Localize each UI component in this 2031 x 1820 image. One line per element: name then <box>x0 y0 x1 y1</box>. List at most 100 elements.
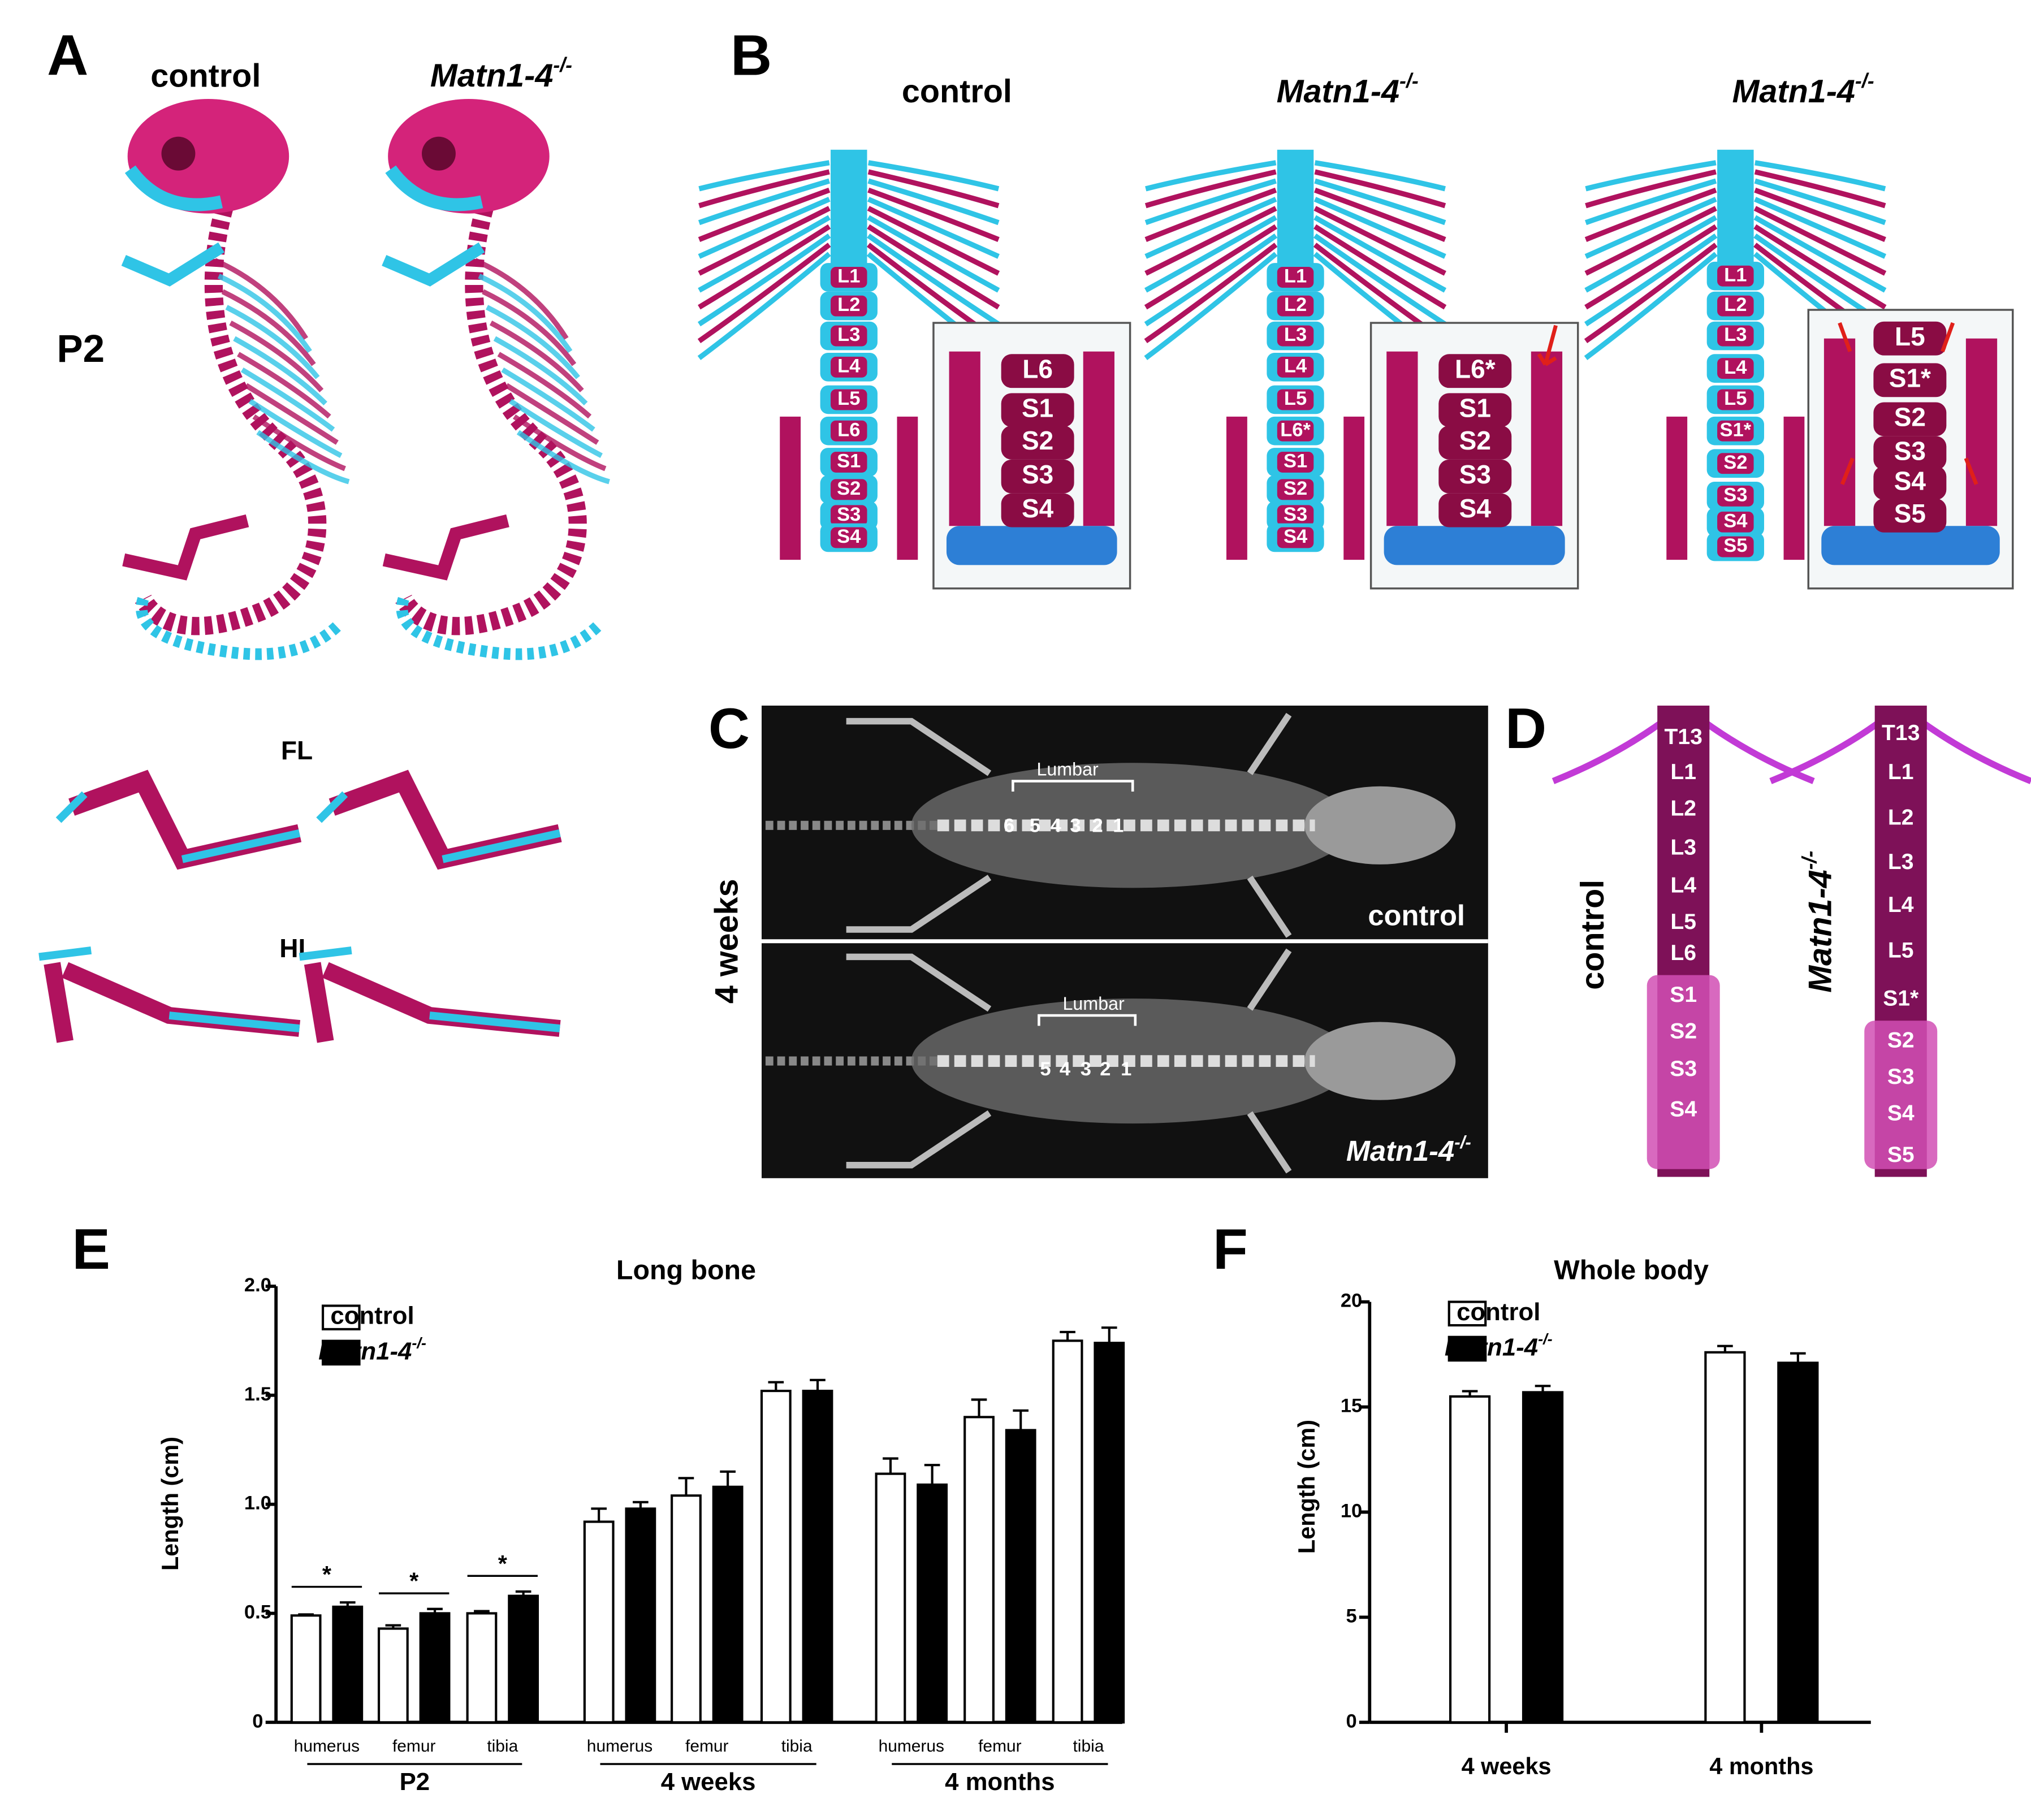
vertebra-body <box>1717 325 1754 347</box>
bar <box>1777 1361 1819 1724</box>
vertebra-body <box>1277 479 1314 500</box>
vertebra-body <box>831 325 867 347</box>
rib <box>505 383 599 445</box>
panel-letter: E <box>72 1217 110 1281</box>
rib <box>1144 206 1446 276</box>
arrow <box>1840 457 1855 485</box>
vertebra-body <box>831 505 867 526</box>
jaw <box>124 165 223 211</box>
vertebral-column <box>1717 149 1754 267</box>
vertebra-label: L1 <box>1724 264 1747 286</box>
bar <box>332 1605 364 1724</box>
rib <box>482 289 577 366</box>
vertebra-body <box>1277 389 1314 410</box>
vertebra-number: 2 <box>1100 1058 1110 1080</box>
bar <box>1449 1395 1491 1724</box>
rib <box>697 233 1000 327</box>
vertebra-label: S5 <box>1723 535 1747 556</box>
group-label: 4 weeks <box>661 1768 756 1796</box>
error-bar <box>1790 1352 1806 1363</box>
error-bar <box>385 1624 401 1629</box>
bar <box>625 1507 656 1724</box>
mouse-head <box>1304 786 1456 864</box>
x-tick-label: tibia <box>781 1737 813 1756</box>
vertebra-label: L2 <box>1724 294 1747 315</box>
vertebra-label: S4 <box>1670 1097 1697 1121</box>
skull <box>388 99 550 214</box>
rib <box>214 258 309 340</box>
vertebra-label: L2 <box>1284 294 1307 315</box>
rib <box>1584 197 1887 259</box>
error-bar <box>883 1457 898 1474</box>
inset-cartilage <box>1384 526 1565 565</box>
arrow <box>1838 322 1852 352</box>
vertebra-number: 5 <box>1040 1058 1051 1080</box>
vertebra-number: 1 <box>1121 1058 1131 1080</box>
x-tick-label: humerus <box>587 1737 652 1756</box>
bar <box>583 1520 615 1724</box>
vertebra-body <box>1277 325 1314 347</box>
rib <box>244 383 339 445</box>
error-bar <box>678 1477 694 1496</box>
rib <box>486 305 580 379</box>
legend-swatch <box>321 1304 361 1330</box>
arrow <box>1537 353 1557 366</box>
genotype-label: Matn1-4-/- <box>1277 70 1419 110</box>
vertebra-label: S3 <box>1284 504 1307 525</box>
vertebra-label: S2 <box>1670 1019 1697 1043</box>
inset-cartilage <box>946 526 1117 565</box>
error-bar <box>924 1464 940 1485</box>
bar <box>760 1389 792 1724</box>
vertebra-label: L4 <box>1888 893 1914 917</box>
rib <box>478 273 573 353</box>
vertebra-label: S1 <box>1670 983 1697 1007</box>
rib <box>1144 187 1446 242</box>
vertebra-label: L2 <box>837 294 860 315</box>
vertebra-body <box>831 267 867 288</box>
hl-cartilage <box>38 946 300 1032</box>
vertebra-number: 2 <box>1092 815 1103 836</box>
rib <box>225 305 320 379</box>
vertebra-number: 3 <box>1070 815 1081 836</box>
significance-label: * <box>409 1568 419 1594</box>
vertebra-body <box>1277 267 1314 288</box>
vertebra-label: T13 <box>1882 721 1920 745</box>
vertebra-body <box>831 356 867 378</box>
limbs <box>846 712 1292 938</box>
error-bar <box>1101 1326 1117 1343</box>
error-bar <box>474 1610 490 1614</box>
rib <box>501 367 595 432</box>
inset-label: L5 <box>1895 322 1925 351</box>
rib <box>509 399 603 458</box>
rib <box>1585 169 1886 209</box>
inset-vertebra <box>1001 459 1074 494</box>
inset-vertebra <box>1001 493 1074 528</box>
rib <box>698 178 1000 226</box>
inset-ilium <box>949 351 980 526</box>
inset-vertebra <box>1438 425 1512 460</box>
legend-swatch <box>1447 1300 1487 1327</box>
skeleton-photo <box>299 99 610 1043</box>
chart-title: Long bone <box>616 1255 756 1285</box>
vertebra-body <box>831 295 867 317</box>
genotype-label: Matn1-4-/- <box>1732 70 1874 110</box>
genotype-label: control <box>150 58 261 94</box>
error-bar <box>768 1381 784 1391</box>
inset-vertebra <box>1873 498 1947 533</box>
vertebra-body <box>1277 295 1314 317</box>
inset-vertebra <box>1438 354 1512 388</box>
error-bar <box>1013 1409 1029 1430</box>
vertebra-label: L2 <box>1888 806 1914 830</box>
rib <box>698 187 1000 242</box>
vertebra-body <box>1277 505 1314 526</box>
arrow <box>1941 322 1955 352</box>
rib <box>1585 178 1886 226</box>
inset-ilium <box>1531 351 1563 526</box>
vertebra-label: S3 <box>1670 1057 1697 1081</box>
spine <box>135 192 327 636</box>
x-tick-label: tibia <box>487 1737 518 1756</box>
genotype-label: control <box>1575 880 1611 990</box>
arrow <box>1543 325 1558 365</box>
x-tick-label: femur <box>685 1737 729 1756</box>
inset-cartilage <box>1821 526 2000 565</box>
